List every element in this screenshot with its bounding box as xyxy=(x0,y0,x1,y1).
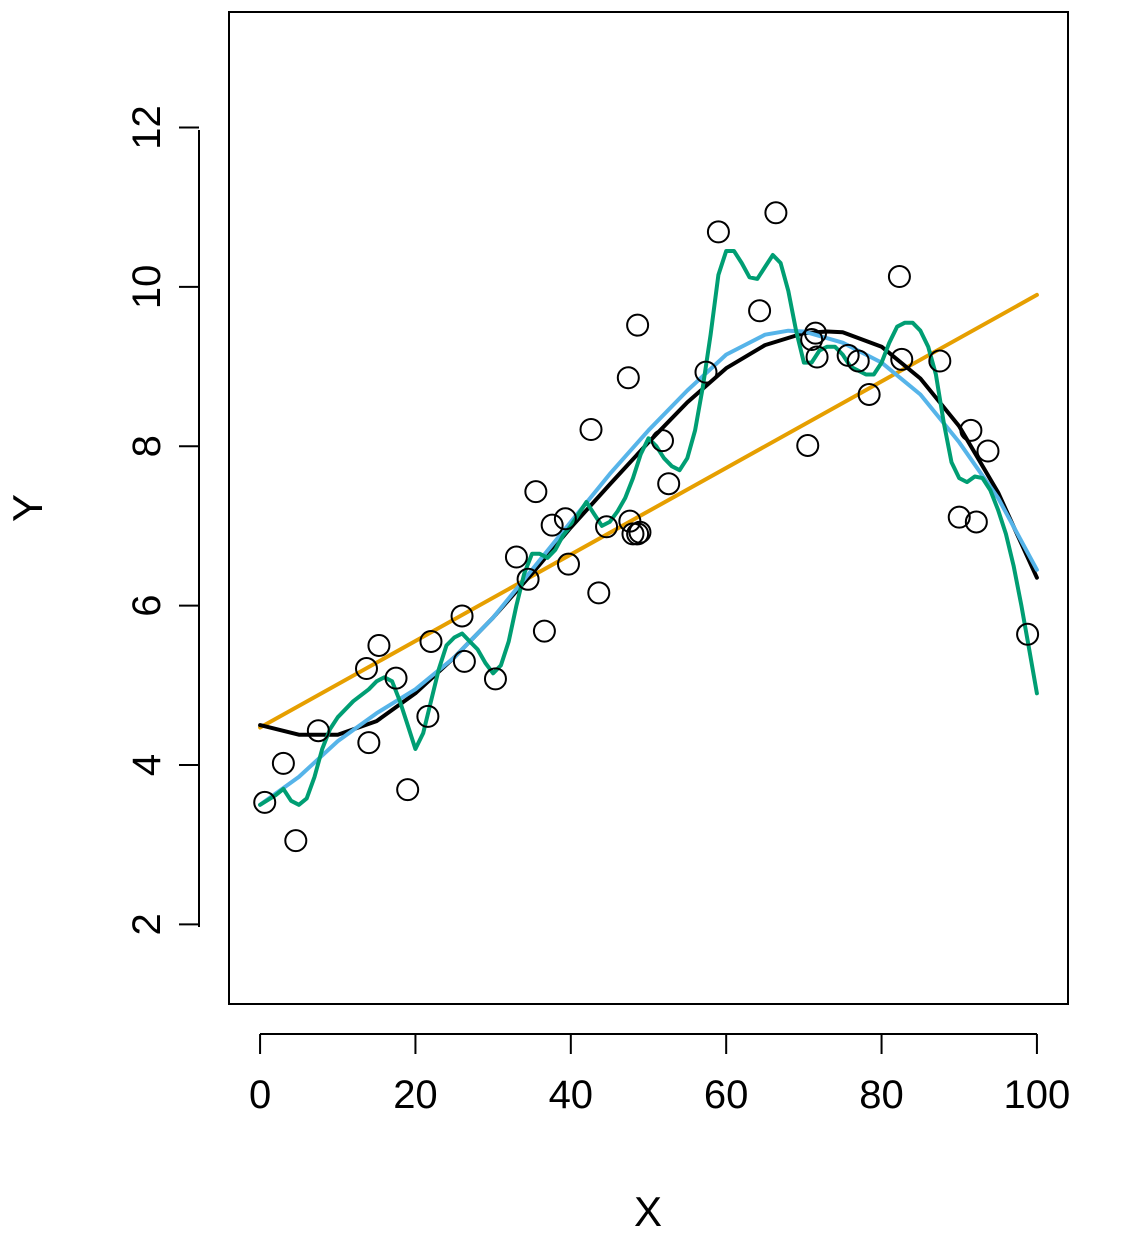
data-points xyxy=(253,201,1040,853)
x-tick-label: 20 xyxy=(393,1073,438,1117)
data-point xyxy=(887,265,911,289)
data-point xyxy=(1016,622,1040,646)
y-axis-title: Y xyxy=(4,494,51,522)
data-point xyxy=(857,382,881,406)
y-tick-label: 2 xyxy=(125,913,169,935)
data-point xyxy=(419,629,443,653)
data-point xyxy=(587,581,611,605)
data-point xyxy=(532,619,556,643)
linear-fit-line xyxy=(258,292,1039,730)
data-point xyxy=(805,345,829,369)
local-fit-line xyxy=(258,249,1039,807)
x-tick-label: 40 xyxy=(549,1073,594,1117)
data-point xyxy=(556,552,580,576)
plot-area-frame xyxy=(228,11,1069,1005)
data-point xyxy=(396,778,420,802)
data-point xyxy=(976,439,1000,463)
x-axis: 0 20 40 60 80 100 xyxy=(249,1033,1071,1117)
data-point xyxy=(706,220,730,244)
data-point xyxy=(616,366,640,390)
data-point xyxy=(384,666,408,690)
data-point xyxy=(524,480,548,504)
data-point xyxy=(890,347,914,371)
smooth-fit-line xyxy=(258,328,1039,807)
data-point xyxy=(483,667,507,691)
y-tick-label: 6 xyxy=(125,594,169,616)
data-point xyxy=(964,510,988,534)
data-point xyxy=(579,418,603,442)
data-point xyxy=(416,704,440,728)
x-tick-label: 60 xyxy=(704,1073,749,1117)
y-axis: 2 4 6 8 10 12 xyxy=(125,105,200,935)
data-point xyxy=(626,313,650,337)
data-point xyxy=(271,751,295,775)
y-tick-label: 12 xyxy=(125,105,169,150)
data-point xyxy=(284,829,308,853)
data-point xyxy=(306,719,330,743)
data-point xyxy=(650,429,674,453)
data-point xyxy=(553,507,577,531)
data-point xyxy=(694,360,718,384)
data-point xyxy=(628,520,652,544)
data-point xyxy=(959,418,983,442)
data-point xyxy=(796,433,820,457)
data-point xyxy=(657,472,681,496)
series-lines xyxy=(258,249,1039,807)
data-point xyxy=(452,649,476,673)
data-point xyxy=(504,545,528,569)
y-tick-label: 10 xyxy=(125,265,169,310)
x-axis-title: X xyxy=(634,1188,662,1235)
data-point xyxy=(540,513,564,537)
data-point xyxy=(367,633,391,657)
data-point xyxy=(947,505,971,529)
data-point xyxy=(253,790,277,814)
data-point xyxy=(355,657,379,681)
data-point xyxy=(800,327,824,351)
data-point xyxy=(357,731,381,755)
x-tick-label: 0 xyxy=(249,1073,271,1117)
data-point xyxy=(626,522,650,546)
data-point xyxy=(450,604,474,628)
data-point xyxy=(748,299,772,323)
data-point xyxy=(516,567,540,591)
data-point xyxy=(595,515,619,539)
x-tick-label: 100 xyxy=(1004,1073,1071,1117)
x-tick-label: 80 xyxy=(859,1073,904,1117)
y-tick-label: 8 xyxy=(125,435,169,457)
data-point xyxy=(804,321,828,345)
data-point xyxy=(764,201,788,225)
data-point xyxy=(928,349,952,373)
polynomial-fit-line xyxy=(258,329,1039,737)
data-point xyxy=(846,349,870,373)
y-tick-label: 4 xyxy=(125,754,169,776)
